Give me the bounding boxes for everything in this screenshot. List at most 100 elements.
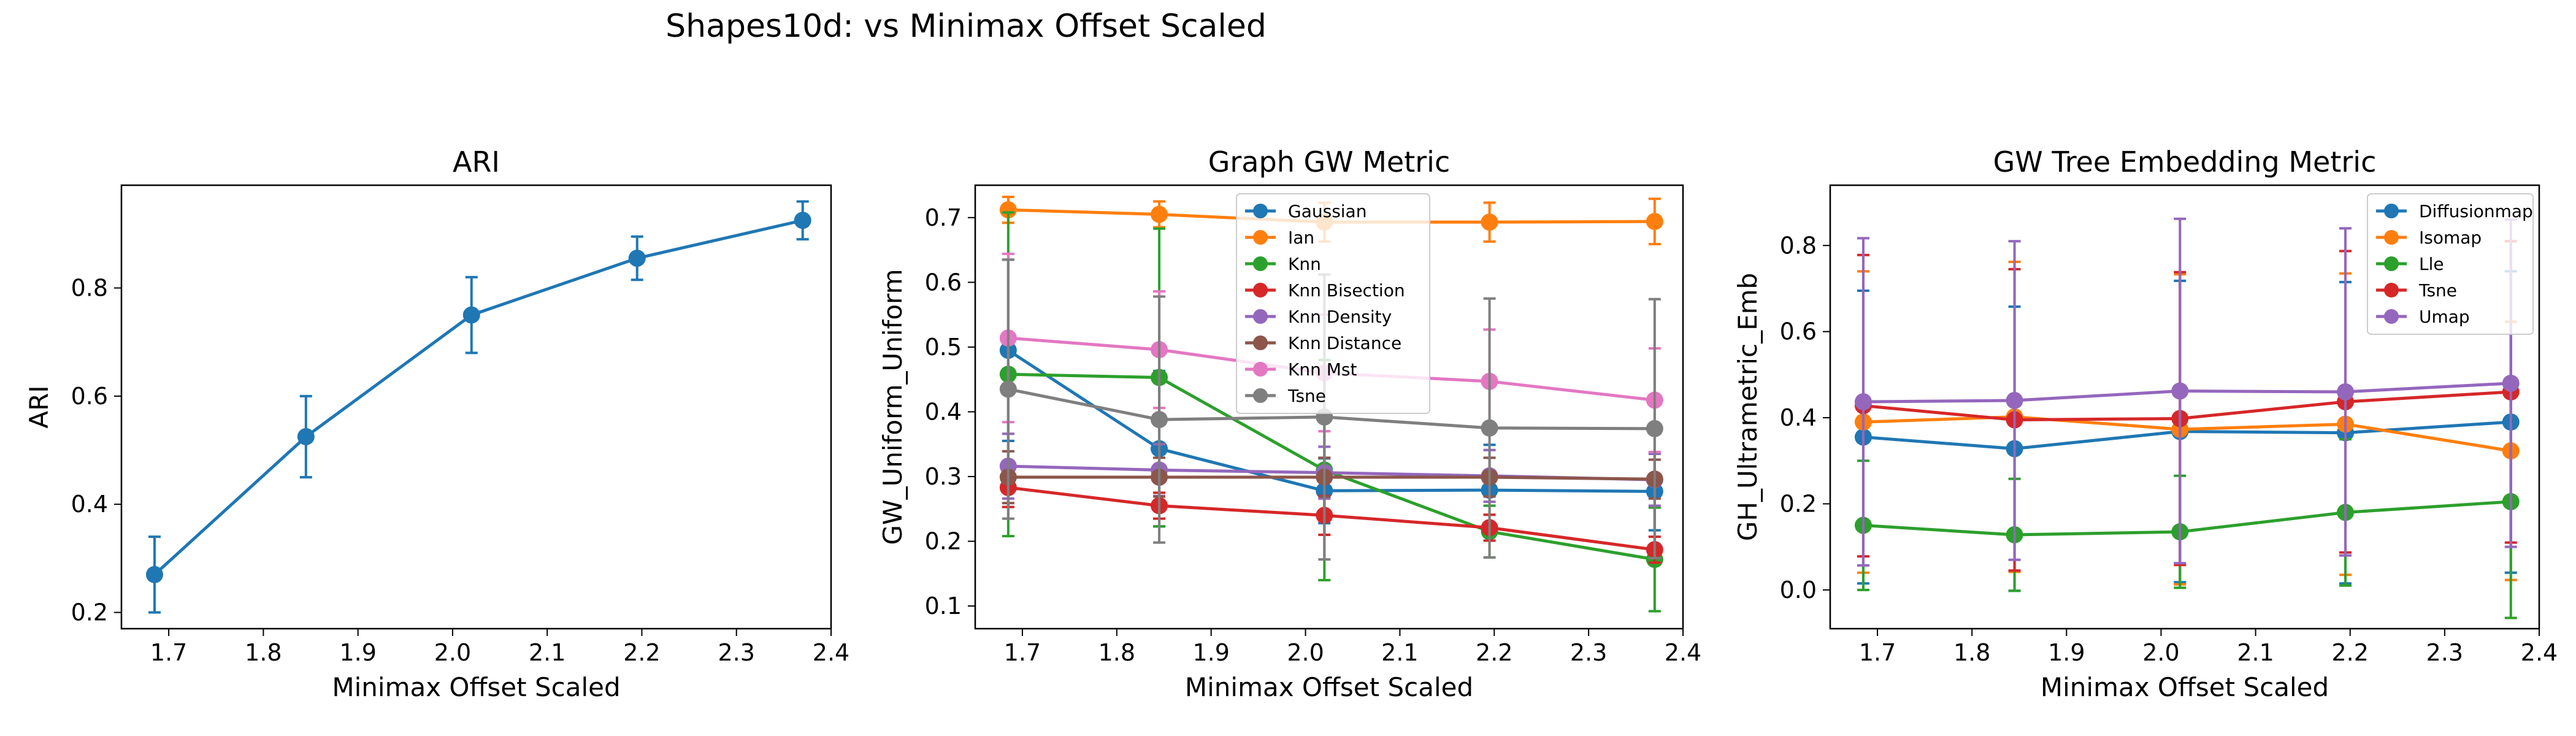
- series-series: [145, 200, 811, 614]
- legend-label: Knn Distance: [1288, 333, 1401, 353]
- legend-swatch-marker: [2384, 204, 2399, 218]
- x-axis-label: Minimax Offset Scaled: [332, 672, 620, 702]
- y-tick-label: 0.8: [1780, 232, 1817, 259]
- chart-panel-2: Graph GW Metric 1.7 1.8 1.9 2.0 2.1 2.2 2.3 2.4 0…: [878, 145, 1701, 702]
- legend-label: Knn Density: [1288, 307, 1392, 327]
- legend-item-gaussian: Gaussian: [1245, 201, 1367, 221]
- legend-swatch-marker: [1253, 335, 1268, 350]
- y-tick-label: 0.2: [71, 599, 108, 626]
- plot-area-frame: [1829, 184, 2540, 630]
- x-tick-label: 2.0: [434, 639, 471, 666]
- data-point: [2006, 391, 2023, 409]
- legend-swatch-marker: [1253, 204, 1268, 218]
- data-point: [1481, 213, 1498, 231]
- data-point: [2337, 383, 2355, 401]
- x-tick-label: 2.3: [2426, 639, 2463, 666]
- x-tick-label: 1.7: [1859, 639, 1896, 666]
- x-tick-label: 2.2: [2332, 639, 2369, 666]
- y-tick-label: 0.2: [925, 528, 962, 555]
- series-tsne: [999, 258, 1663, 561]
- y-axis-label: GH_Ultrametric_Emb: [1733, 273, 1763, 541]
- legend-label: Knn Bisection: [1288, 280, 1405, 301]
- legend: Gaussian Ian Knn Knn Bisection Knn Density Kn…: [1236, 193, 1430, 414]
- legend-swatch-marker: [2384, 256, 2399, 271]
- legend-label: Knn: [1288, 254, 1321, 274]
- data-point: [462, 306, 480, 324]
- chart-title: Graph GW Metric: [1208, 145, 1450, 178]
- y-tick-label: 0.3: [925, 463, 962, 490]
- data-point: [999, 201, 1017, 219]
- legend-label: Isomap: [2419, 228, 2482, 248]
- legend-swatch-marker: [1253, 230, 1268, 245]
- x-tick-label: 2.4: [2521, 639, 2558, 666]
- legend-item-tsne: Tsne: [2376, 280, 2457, 301]
- legend-box: [1236, 193, 1430, 414]
- chart-title: GW Tree Embedding Metric: [1993, 145, 2377, 178]
- legend-swatch-marker: [1253, 256, 1268, 271]
- x-tick-label: 1.8: [245, 639, 282, 666]
- series-umap: [1854, 217, 2520, 567]
- data-point: [1481, 419, 1498, 437]
- x-axis-label: Minimax Offset Scaled: [2041, 672, 2329, 702]
- x-tick-label: 1.8: [1098, 639, 1135, 666]
- x-tick-label: 2.3: [718, 639, 755, 666]
- y-tick-label: 0.8: [71, 275, 108, 302]
- data-point: [1151, 205, 1168, 223]
- legend-swatch-marker: [1253, 309, 1268, 324]
- plot-area-frame: [120, 184, 832, 630]
- y-tick-label: 0.6: [71, 383, 108, 410]
- legend-swatch-marker: [2384, 230, 2399, 245]
- chart-panel-1: ARI 1.7 1.8 1.9 2.0 2.1 2.2 2.3 2.4 0.2 0.4 0.6 0.8 M…: [24, 145, 849, 702]
- y-tick-label: 0.2: [1780, 490, 1817, 517]
- y-tick-label: 0.1: [925, 592, 962, 619]
- data-point: [1646, 213, 1663, 231]
- x-tick-label: 2.4: [1665, 639, 1701, 666]
- legend-item-isomap: Isomap: [2376, 228, 2482, 248]
- x-tick-label: 1.9: [2048, 639, 2085, 666]
- x-tick-label: 2.0: [2142, 639, 2179, 666]
- legend-item-knn-bisection: Knn Bisection: [1245, 280, 1405, 301]
- legend-label: Gaussian: [1288, 201, 1367, 221]
- legend-box: [2367, 193, 2534, 335]
- data-point: [297, 427, 315, 445]
- legend-item-umap: Umap: [2376, 307, 2470, 327]
- x-tick-label: 2.0: [1287, 639, 1324, 666]
- x-tick-label: 1.9: [1192, 639, 1229, 666]
- legend-swatch-marker: [2384, 283, 2399, 297]
- y-tick-label: 0.6: [1780, 318, 1817, 345]
- legend-item-knn-mst: Knn Mst: [1245, 359, 1357, 380]
- x-tick-label: 2.4: [813, 639, 849, 666]
- legend-item-knn-distance: Knn Distance: [1245, 333, 1401, 353]
- x-tick-label: 2.3: [1570, 639, 1607, 666]
- legend-swatch-marker: [2384, 309, 2399, 324]
- data-point: [999, 380, 1017, 398]
- y-tick-label: 0.4: [1780, 404, 1817, 431]
- legend-label: Diffusionmap: [2419, 201, 2533, 221]
- x-tick-label: 2.1: [2237, 639, 2274, 666]
- y-tick-label: 0.6: [925, 269, 962, 296]
- legend-swatch-marker: [1253, 283, 1268, 297]
- x-tick-label: 2.2: [1476, 639, 1512, 666]
- legend-label: Tsne: [1287, 386, 1326, 406]
- x-axis-label: Minimax Offset Scaled: [1185, 672, 1473, 702]
- data-point: [1854, 393, 1872, 411]
- legend-item-knn: Knn: [1245, 254, 1321, 274]
- y-tick-label: 0.4: [71, 491, 108, 518]
- figure-suptitle: Shapes10d: vs Minimax Offset Scaled: [665, 8, 1267, 45]
- legend-swatch-marker: [1253, 388, 1268, 403]
- legend-label: Ian: [1288, 228, 1314, 248]
- legend-label: Tsne: [2418, 280, 2457, 301]
- legend-item-ian: Ian: [1245, 228, 1314, 248]
- legend-item-knn-density: Knn Density: [1245, 307, 1392, 327]
- y-tick-label: 0.0: [1780, 577, 1817, 604]
- data-point: [628, 250, 646, 267]
- legend-item-diffusionmap: Diffusionmap: [2376, 201, 2533, 221]
- chart-panel-3: GW Tree Embedding Metric 1.7 1.8 1.9 2.0 2.1 2…: [1733, 145, 2558, 702]
- data-point: [2502, 374, 2520, 392]
- legend: Diffusionmap Isomap Lle Tsne Umap: [2367, 193, 2534, 335]
- x-tick-label: 2.1: [529, 639, 565, 666]
- x-tick-label: 2.1: [1381, 639, 1418, 666]
- y-tick-label: 0.7: [925, 204, 962, 231]
- y-tick-label: 0.5: [925, 334, 962, 361]
